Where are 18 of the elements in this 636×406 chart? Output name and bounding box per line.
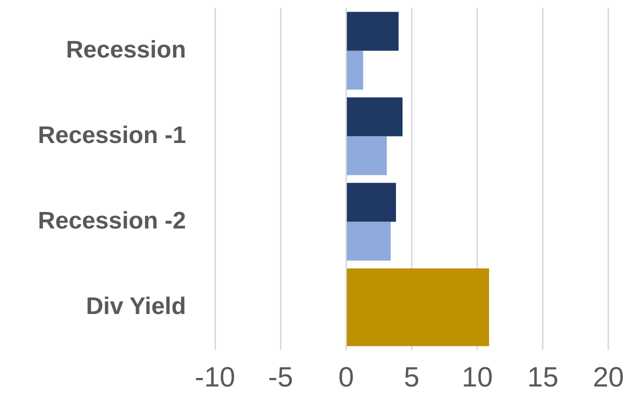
x-tick-label: -10 [194,362,236,393]
bar [346,97,403,136]
bar [346,268,490,346]
y-tick-label: Recession -2 [38,207,186,234]
x-tick-label: 15 [527,362,558,393]
x-tick-label: 20 [592,362,624,393]
y-tick-label: Recession -1 [38,122,186,149]
bar [346,12,399,51]
x-tick-label: -5 [268,362,294,393]
x-tick-label: 5 [404,362,420,393]
bar [346,182,396,222]
y-tick-label: Recession [66,36,186,64]
bar [346,222,391,261]
x-tick-label: 10 [462,362,493,393]
bar [346,50,364,90]
x-tick-label: 0 [338,362,354,393]
y-tick-label: Div Yield [86,292,186,320]
bar [346,136,387,176]
